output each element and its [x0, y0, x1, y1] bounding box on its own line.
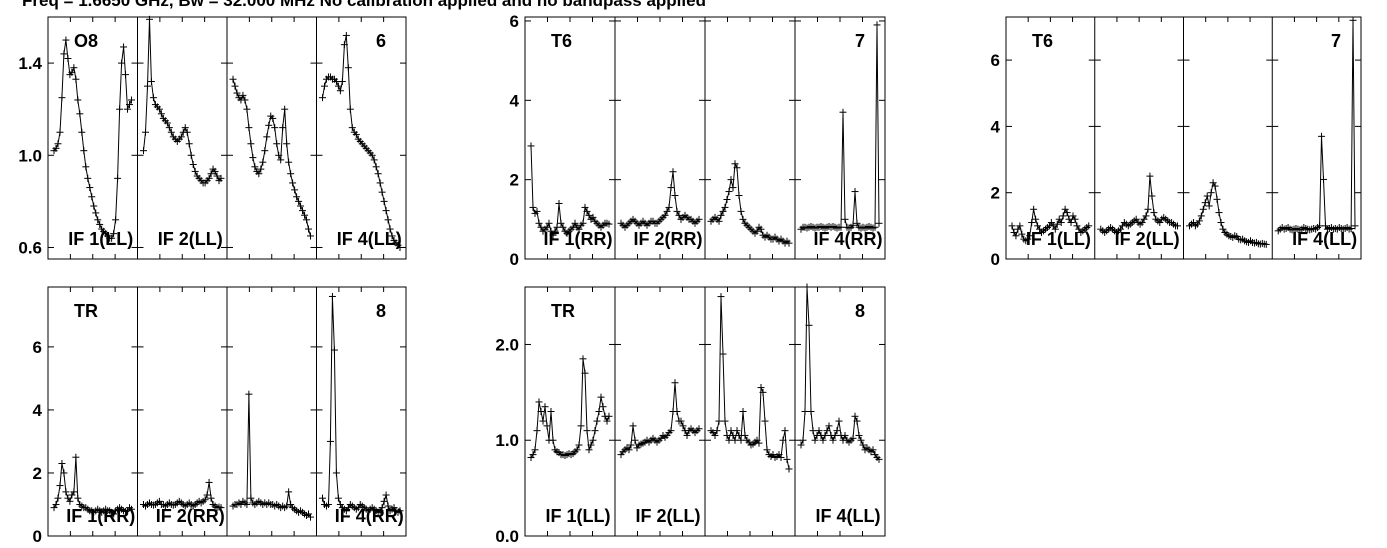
plot-tr-8-rr: 0 2 4 6 TR 8 IF 1(RR) IF 2(RR) IF 4(RR): [33, 286, 407, 546]
baseline-label-right: 6: [376, 31, 386, 51]
if-label: IF 4(RR): [814, 229, 883, 249]
page-title: Freq = 1.6650 GHz, Bw = 32.000 MHz No ca…: [22, 0, 706, 10]
series-line: [1100, 176, 1178, 234]
baseline-label-right: 7: [1331, 31, 1341, 51]
if-label: IF 1(LL): [546, 506, 611, 526]
series-line: [530, 145, 610, 237]
series-line: [143, 19, 222, 184]
baseline-label-right: 8: [376, 301, 386, 321]
baseline-label-right: 8: [855, 301, 865, 321]
y-tick-label: 6: [510, 12, 519, 31]
y-tick-label: 2: [510, 171, 519, 190]
baseline-label-right: 7: [855, 31, 865, 51]
series-line: [530, 358, 610, 458]
if-label: IF 4(LL): [337, 229, 402, 249]
y-tick-label: 4: [510, 91, 520, 110]
y-tick-label: 2.0: [495, 335, 519, 354]
series-line: [53, 39, 132, 239]
series-line: [322, 35, 401, 248]
series-line: [143, 482, 222, 509]
y-tick-label: 2: [33, 464, 42, 483]
series-line: [1277, 20, 1356, 232]
plot-tr-8-ll: 0.0 1.0 2.0 TR 8 IF 1(LL) IF 2(LL) IF 4(LL): [495, 283, 886, 546]
y-tick-label: 0: [33, 527, 42, 546]
if-label: IF 2(LL): [158, 229, 223, 249]
if-label: IF 1(LL): [1026, 229, 1091, 249]
series-line: [620, 382, 700, 455]
baseline-label: TR: [74, 301, 98, 321]
y-tick-label: 0: [510, 250, 519, 269]
y-tick-label: 0: [991, 250, 1000, 269]
if-label: IF 1(RR): [544, 229, 613, 249]
baseline-label: T6: [551, 31, 572, 51]
series-line: [232, 79, 311, 237]
y-tick-label: 1.4: [18, 54, 42, 73]
if-label: IF 1(RR): [66, 506, 135, 526]
y-tick-label: 6: [33, 338, 42, 357]
series-line: [232, 394, 311, 518]
plot-o8-6-ll: 0.6 1.0 1.4 O8 6 IF 1(LL) IF 2(LL) IF 4(LL): [18, 15, 407, 260]
plot-t6-7-ll: 0 2 4 6 T6 7 IF 1(LL) IF 2(LL) IF 4(LL): [991, 16, 1362, 269]
if-label: IF 4(LL): [1292, 229, 1357, 249]
if-label: IF 2(RR): [634, 229, 703, 249]
series-line: [322, 296, 401, 514]
y-tick-label: 0.6: [18, 238, 42, 257]
baseline-label: TR: [551, 301, 575, 321]
series-line: [710, 161, 790, 244]
series-line: [1011, 208, 1090, 242]
y-tick-label: 2: [991, 184, 1000, 203]
y-tick-label: 1.0: [495, 431, 519, 450]
series-line: [53, 457, 132, 515]
if-label: IF 4(RR): [335, 506, 404, 526]
y-tick-label: 4: [991, 117, 1001, 136]
baseline-label: T6: [1032, 31, 1053, 51]
series-line: [710, 296, 790, 470]
y-tick-label: 6: [991, 51, 1000, 70]
baseline-label: O8: [74, 31, 98, 51]
series-line: [620, 171, 700, 229]
if-label: IF 2(LL): [1115, 229, 1180, 249]
series-line: [800, 24, 880, 230]
y-tick-label: 0.0: [495, 527, 519, 546]
plot-t6-7-rr: 0 2 4 6 T6 7 IF 1(RR) IF 2(RR) IF 4(RR): [510, 12, 886, 269]
y-tick-label: 4: [33, 401, 43, 420]
if-label: IF 2(RR): [156, 506, 225, 526]
if-label: IF 4(LL): [816, 506, 881, 526]
if-label: IF 1(LL): [68, 229, 133, 249]
y-tick-label: 1.0: [18, 146, 42, 165]
if-label: IF 2(LL): [636, 506, 701, 526]
